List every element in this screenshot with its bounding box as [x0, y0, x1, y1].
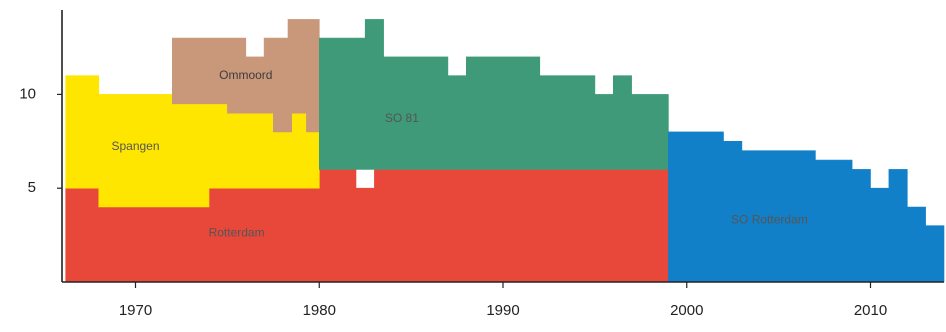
series-label-ommoord: Ommoord	[219, 68, 272, 82]
series-labels: Rotterdam Spangen Ommoord SO 81 SO Rotterdam	[111, 68, 807, 240]
area-so-rotterdam	[668, 131, 945, 283]
ticks: 1970 1980 1990 2000 2010 5 10	[19, 85, 887, 319]
series-label-rotterdam: Rotterdam	[209, 225, 265, 239]
x-tick-label: 1970	[119, 302, 152, 319]
series-label-spangen: Spangen	[111, 139, 159, 153]
x-tick-label: 2000	[670, 302, 703, 319]
series-areas	[65, 19, 945, 283]
x-tick-label: 2010	[854, 302, 887, 319]
x-tick-label: 1990	[486, 302, 519, 319]
x-tick-label: 1980	[303, 302, 336, 319]
series-label-so-81: SO 81	[385, 111, 419, 125]
series-label-so-rotterdam: SO Rotterdam	[731, 212, 808, 226]
y-tick-label: 5	[28, 179, 36, 196]
area-so-81	[318, 19, 669, 170]
y-tick-label: 10	[19, 85, 36, 102]
